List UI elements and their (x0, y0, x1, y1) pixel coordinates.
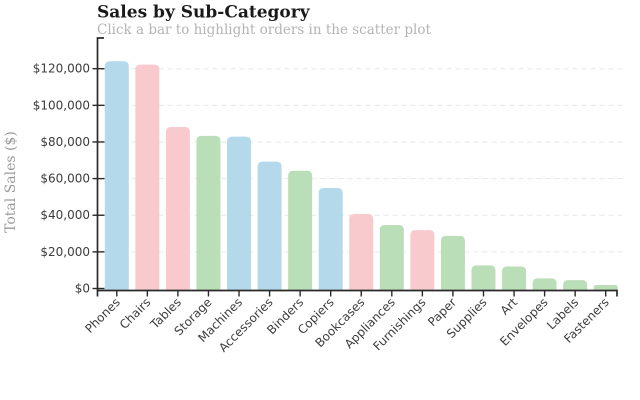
y-tick-label: $40,000 (40, 208, 90, 222)
x-axis-line (96, 289, 618, 297)
bar-machines[interactable] (227, 136, 252, 290)
bar-bookcases[interactable] (349, 213, 374, 290)
bar-accessories[interactable] (257, 161, 282, 290)
bar-phones[interactable] (104, 61, 129, 290)
bar-furnishings[interactable] (410, 230, 435, 290)
bar-supplies[interactable] (471, 265, 496, 290)
bar-tables[interactable] (165, 126, 190, 290)
x-tick-label-chairs: Chairs (117, 295, 154, 332)
bar-paper[interactable] (440, 235, 465, 290)
y-tick-label: $120,000 (33, 62, 90, 76)
bars-group (104, 61, 618, 290)
y-axis-tick-labels: $0 $20,000 $40,000 $60,000 $80,000 $100,000 $1… (33, 62, 90, 296)
bar-envelopes[interactable] (532, 278, 557, 290)
axes (92, 37, 618, 297)
y-tick-label: $100,000 (33, 98, 90, 112)
x-tick-label-art: Art (498, 295, 521, 318)
y-tick-label: $80,000 (40, 135, 90, 149)
bar-binders[interactable] (288, 170, 313, 290)
bar-fasteners[interactable] (593, 285, 618, 290)
chart-title: Sales by Sub-Category (97, 3, 311, 23)
x-tick-label-phones: Phones (82, 295, 123, 336)
bar-appliances[interactable] (379, 224, 404, 290)
y-tick-label: $0 (75, 282, 90, 296)
y-axis-title: Total Sales ($) (3, 131, 19, 233)
y-axis-line (96, 37, 104, 291)
y-tick-label: $60,000 (40, 172, 90, 186)
gridlines (104, 68, 623, 253)
y-tick-label: $20,000 (40, 245, 90, 259)
bar-storage[interactable] (196, 135, 221, 290)
bar-labels[interactable] (563, 280, 588, 290)
bar-chairs[interactable] (135, 64, 160, 290)
bar-copiers[interactable] (318, 187, 343, 290)
bar-art[interactable] (502, 266, 527, 290)
chart-subtitle: Click a bar to highlight orders in the s… (97, 22, 431, 38)
x-axis-tick-labels: PhonesChairsTablesStorageMachinesAccesso… (82, 295, 612, 355)
